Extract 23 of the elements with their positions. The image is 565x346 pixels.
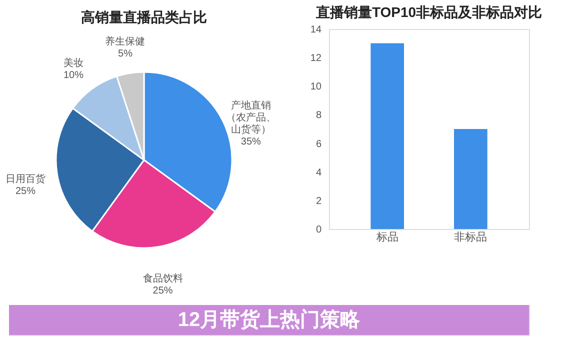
slice-label: 养生保健 xyxy=(105,35,146,48)
slice-label: 日用百货 xyxy=(5,172,46,185)
data-label: 10% xyxy=(63,70,84,81)
chart-title: 直播销量TOP10非标品及非标品对比 xyxy=(314,4,542,20)
x-tick-label: 标品 xyxy=(375,232,398,244)
data-label: 25% xyxy=(152,286,173,297)
data-label: 5% xyxy=(118,48,133,60)
y-tick-label: 0 xyxy=(316,224,322,236)
y-tick-label: 8 xyxy=(316,110,322,122)
text: 12月带货上热门策略 xyxy=(178,308,362,331)
x-tick-label: 非标品 xyxy=(454,230,488,244)
y-tick-label: 10 xyxy=(310,82,322,93)
y-tick-label: 14 xyxy=(310,24,322,36)
y-tick-label: 6 xyxy=(316,138,322,150)
y-tick-label: 4 xyxy=(316,167,322,178)
data-label: 35% xyxy=(240,136,262,148)
slice-label: 美妆 xyxy=(63,56,84,69)
chart-title: 高销量直播品类占比 xyxy=(81,9,207,25)
y-tick-label: 2 xyxy=(316,196,322,207)
data-label: 25% xyxy=(15,186,36,197)
slice-label: 产地直销（农产品、山货等） xyxy=(226,100,276,136)
slice-label: 食品饮料 xyxy=(142,272,183,285)
y-tick-label: 12 xyxy=(310,53,322,64)
